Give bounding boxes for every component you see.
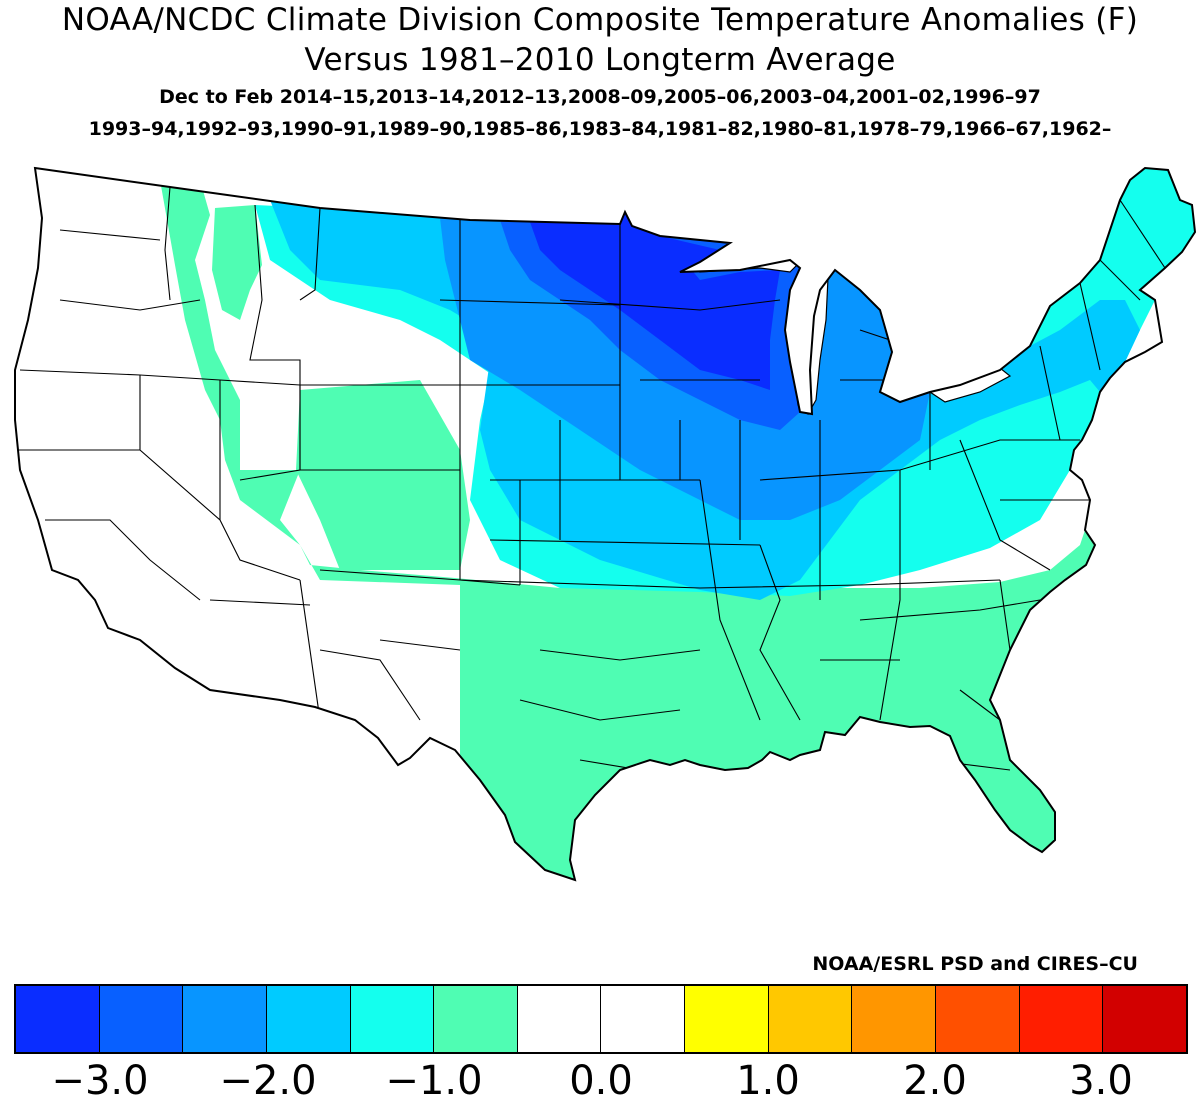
us-climate-division-map — [14, 167, 1196, 881]
colorbar-swatch — [685, 986, 769, 1052]
colorbar-swatch — [1019, 986, 1104, 1052]
anomaly-colorbar — [14, 984, 1188, 1054]
colorbar-swatch — [936, 986, 1020, 1052]
anomaly-band-green-colorado — [296, 380, 470, 570]
colorbar-label: 0.0 — [569, 1058, 633, 1104]
colorbar-label: −1.0 — [385, 1058, 483, 1104]
colorbar-label: 3.0 — [1069, 1058, 1133, 1104]
colorbar-swatch — [16, 986, 100, 1052]
colorbar-swatch — [768, 986, 853, 1052]
data-credit: NOAA/ESRL PSD and CIRES–CU — [812, 953, 1138, 975]
map-subtitle: Versus 1981–2010 Longterm Average — [304, 42, 896, 78]
colorbar-swatch — [852, 986, 937, 1052]
colorbar-swatch — [1103, 986, 1186, 1052]
map-title: NOAA/NCDC Climate Division Composite Tem… — [61, 2, 1139, 38]
colorbar-label: 2.0 — [903, 1058, 967, 1104]
colorbar-swatch — [99, 986, 184, 1052]
colorbar-swatch — [183, 986, 267, 1052]
anomaly-band-darkest-blue — [530, 212, 780, 390]
colorbar-swatch — [434, 986, 518, 1052]
colorbar-swatch — [601, 986, 686, 1052]
colorbar-label: 1.0 — [736, 1058, 800, 1104]
colorbar-swatch — [266, 986, 351, 1052]
colorbar-label: −3.0 — [51, 1058, 149, 1104]
colorbar-swatch — [517, 986, 602, 1052]
colorbar-label: −2.0 — [219, 1058, 317, 1104]
composite-years-line-2: 1993–94,1992–93,1990–91,1989–90,1985–86,… — [88, 118, 1112, 140]
anomaly-band-green-idaho — [212, 205, 262, 320]
composite-years-line-1: Dec to Feb 2014–15,2013–14,2012–13,2008–… — [159, 86, 1041, 108]
colorbar-swatch — [350, 986, 435, 1052]
climate-division-boundaries — [15, 186, 1166, 771]
